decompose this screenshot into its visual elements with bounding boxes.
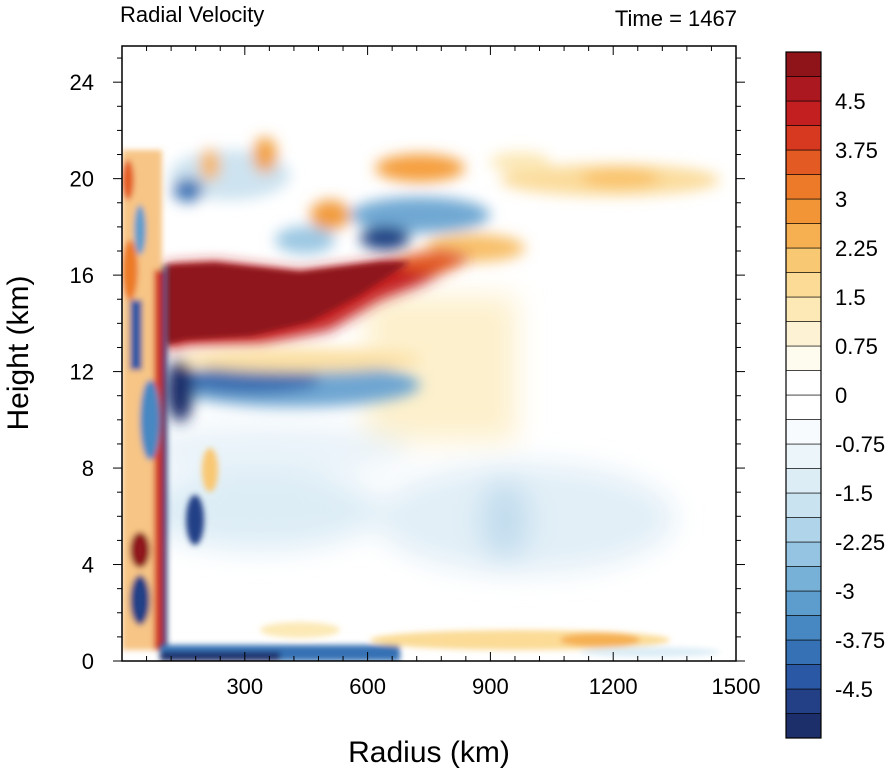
- colorbar-swatch: [785, 541, 822, 567]
- x-tick-label: 1200: [589, 674, 638, 699]
- colorbar-swatch: [785, 272, 822, 298]
- colorbar-swatch: [785, 615, 822, 641]
- colorbar-label: -4.5: [835, 677, 873, 702]
- colorbar-swatch: [785, 468, 822, 494]
- colorbar-swatch: [785, 566, 822, 592]
- colorbar-swatch: [785, 492, 822, 518]
- colorbar-label: 1.5: [835, 285, 866, 310]
- colorbar-label: 3: [835, 187, 847, 212]
- midlevel-inflow: [166, 348, 420, 422]
- colorbar-frame: [785, 51, 822, 739]
- chart-title-left: Radial Velocity: [120, 2, 264, 27]
- colorbar-swatch: [785, 443, 822, 469]
- x-tick-label: 900: [472, 674, 509, 699]
- y-axis-ticks: 0 4 8 12 16 20 24: [70, 57, 745, 674]
- colorbar-swatch: [785, 345, 822, 371]
- plot-frame: [121, 45, 737, 662]
- colorbar-label: 0: [835, 383, 847, 408]
- colorbar-label: 2.25: [835, 236, 878, 261]
- colorbar-label: 0.75: [835, 334, 878, 359]
- colorbar-label: -1.5: [835, 481, 873, 506]
- x-tick-label: 1500: [712, 674, 761, 699]
- weak-field-layer: [130, 296, 675, 573]
- y-tick-label: 0: [82, 649, 94, 674]
- colorbar-swatch: [785, 247, 822, 273]
- colorbar-label: -3.75: [835, 628, 885, 653]
- x-axis-label: Radius (km): [348, 736, 510, 769]
- chart-title-right: Time = 1467: [615, 6, 737, 31]
- colorbar: 4.5 3.75 3 2.25 1.5 0.75 0 -0.75 -1.5 -2.25 -3 -3.7…: [785, 51, 885, 739]
- outflow-jet-core: [167, 262, 410, 345]
- colorbar-swatch: [785, 664, 822, 690]
- colorbar-swatch: [785, 394, 822, 420]
- colorbar-swatch: [785, 223, 822, 249]
- colorbar-swatch: [785, 639, 822, 665]
- x-tick-label: 300: [226, 674, 263, 699]
- colorbar-label: -2.25: [835, 530, 885, 555]
- y-axis-label: Height (km): [2, 275, 35, 430]
- colorbar-swatch: [785, 174, 822, 200]
- y-tick-label: 4: [82, 553, 94, 578]
- heatmap-field: [122, 137, 720, 661]
- inner-core: [122, 150, 218, 650]
- colorbar-swatch: [785, 321, 822, 347]
- y-tick-label: 16: [70, 263, 94, 288]
- colorbar-swatch: [785, 688, 822, 714]
- y-tick-label: 12: [70, 360, 94, 385]
- x-tick-label: 600: [349, 674, 386, 699]
- colorbar-swatch: [785, 419, 822, 445]
- colorbar-label: -0.75: [835, 432, 885, 457]
- boundary-layer: [160, 622, 720, 661]
- colorbar-label: 3.75: [835, 138, 878, 163]
- colorbar-swatch: [785, 100, 822, 126]
- colorbar-swatch: [785, 590, 822, 616]
- colorbar-swatch: [785, 76, 822, 102]
- colorbar-swatch: [785, 713, 822, 739]
- colorbar-swatch: [785, 296, 822, 322]
- upper-layers: [170, 137, 720, 262]
- colorbar-swatch: [785, 125, 822, 151]
- colorbar-swatch: [785, 517, 822, 543]
- colorbar-swatch: [785, 51, 822, 77]
- y-tick-label: 24: [70, 70, 94, 95]
- colorbar-label: -3: [835, 579, 855, 604]
- y-tick-label: 8: [82, 456, 94, 481]
- y-tick-label: 20: [70, 167, 94, 192]
- colorbar-label: 4.5: [835, 89, 866, 114]
- colorbar-swatch: [785, 198, 822, 224]
- colorbar-swatch: [785, 149, 822, 175]
- colorbar-swatch: [785, 370, 822, 396]
- x-axis-ticks: 300 600 900 1200 1500: [146, 46, 761, 699]
